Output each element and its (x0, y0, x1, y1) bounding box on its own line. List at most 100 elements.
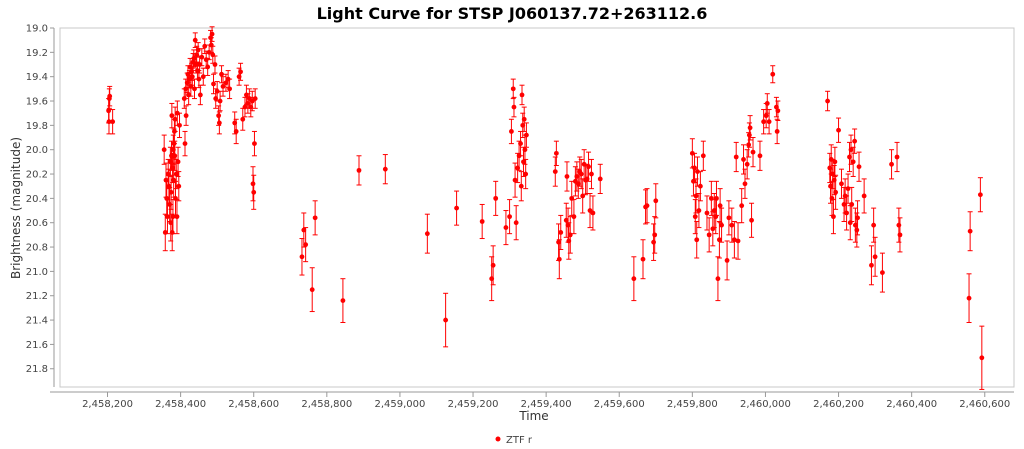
data-marker (299, 254, 305, 260)
data-point (563, 202, 569, 238)
y-tick-label: 20.8 (26, 243, 48, 254)
data-point (233, 118, 239, 145)
data-point (868, 245, 874, 286)
data-point (220, 76, 226, 97)
data-marker (763, 113, 769, 119)
y-tick-label: 21.6 (26, 340, 48, 351)
data-marker (443, 317, 449, 323)
data-marker (571, 214, 577, 220)
data-marker (644, 203, 650, 209)
data-marker (706, 232, 712, 238)
data-point (733, 141, 739, 173)
data-point (731, 220, 737, 259)
data-point (590, 195, 596, 231)
data-marker (192, 86, 197, 92)
data-point (761, 109, 767, 135)
data-marker (161, 147, 167, 153)
data-marker (521, 116, 527, 122)
data-point (168, 203, 174, 242)
data-point (597, 163, 603, 195)
data-point (747, 115, 753, 141)
data-point (192, 32, 198, 48)
data-marker (563, 217, 569, 223)
y-tick-label: 19.8 (26, 121, 48, 132)
data-marker (216, 120, 222, 126)
x-tick-label: 2,458,600 (228, 399, 279, 410)
data-marker (726, 215, 732, 221)
data-marker (631, 276, 637, 282)
data-marker (216, 113, 222, 119)
data-marker (597, 176, 603, 182)
data-marker (714, 195, 719, 201)
data-marker (553, 150, 559, 156)
data-point (838, 168, 844, 199)
data-marker (340, 298, 346, 303)
data-marker (165, 214, 170, 220)
y-tick-label: 19.6 (26, 97, 48, 108)
y-tick-label: 21.8 (26, 364, 48, 375)
data-marker (746, 142, 752, 148)
x-tick-label: 2,458,800 (301, 399, 352, 410)
data-point (200, 67, 206, 86)
data-point (303, 227, 309, 263)
data-point (564, 161, 570, 192)
data-point (340, 278, 346, 324)
data-marker (217, 98, 223, 104)
data-point (586, 151, 592, 182)
data-marker (170, 165, 175, 171)
data-point (172, 140, 178, 171)
data-marker (175, 159, 181, 165)
data-marker (744, 161, 750, 167)
data-marker (742, 181, 748, 187)
data-point (174, 199, 180, 235)
data-marker (831, 214, 836, 220)
data-marker (251, 189, 257, 195)
data-point (855, 200, 861, 236)
data-point (696, 193, 702, 229)
data-point (700, 140, 706, 171)
data-marker (889, 161, 894, 167)
y-axis: 19.0 19.2 19.4 19.6 19.8 20.0 20.2 20.4 20.6 20.8… (26, 24, 54, 375)
data-marker (479, 219, 485, 224)
data-point (966, 273, 972, 324)
data-marker (312, 215, 318, 221)
data-point (697, 171, 703, 202)
data-point (894, 141, 900, 173)
data-point (832, 146, 838, 177)
data-marker (856, 164, 862, 170)
data-point (312, 200, 318, 236)
data-marker (309, 287, 315, 293)
data-point (520, 112, 526, 139)
data-point (454, 190, 460, 226)
data-point (979, 325, 985, 390)
data-point (558, 214, 564, 250)
data-point (251, 174, 257, 210)
data-marker (227, 86, 233, 92)
y-tick-label: 20.6 (26, 218, 48, 229)
data-point (182, 130, 188, 157)
data-point (493, 180, 499, 216)
data-marker (746, 132, 752, 138)
y-tick-label: 21.4 (26, 316, 48, 327)
data-point (510, 78, 516, 100)
data-point (716, 220, 722, 259)
data-point (694, 156, 700, 187)
data-marker (894, 154, 900, 160)
data-marker (565, 222, 571, 228)
data-marker (356, 167, 362, 173)
data-marker (176, 183, 182, 189)
data-point (512, 162, 518, 198)
data-marker (852, 138, 858, 144)
data-marker (839, 181, 844, 187)
data-marker (522, 147, 528, 153)
data-point (763, 102, 769, 129)
data-marker (719, 222, 724, 228)
data-point (176, 171, 182, 202)
data-point (726, 200, 732, 236)
data-point (172, 106, 178, 132)
data-point (205, 57, 211, 76)
data-point (652, 216, 658, 254)
data-marker (197, 92, 203, 98)
data-point (511, 96, 517, 118)
y-tick-label: 19.0 (26, 24, 48, 35)
